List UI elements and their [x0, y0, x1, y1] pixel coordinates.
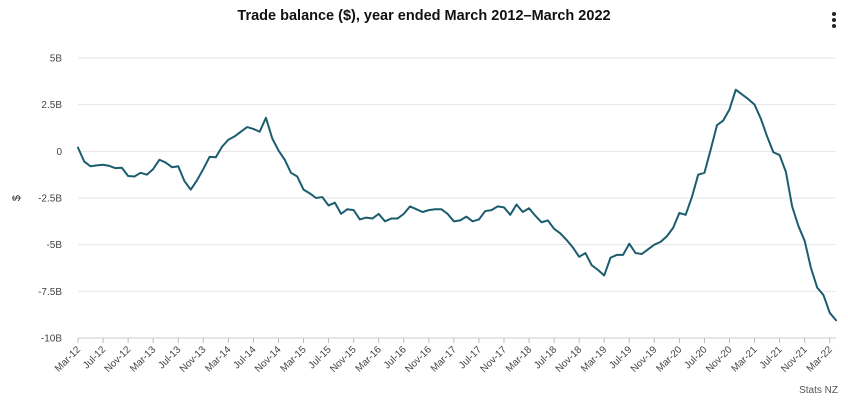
x-tick-label: Nov-18 [554, 344, 585, 375]
series-line-trade-balance [77, 88, 837, 322]
x-tick-label: Mar-13 [128, 344, 158, 374]
y-axis-title: $ [11, 195, 23, 201]
x-tick-label: Mar-22 [805, 344, 835, 374]
y-tick-label: -10B [41, 334, 62, 345]
y-tick-label: 2.5B [41, 100, 62, 111]
x-tick-label: Mar-20 [654, 344, 684, 374]
y-tick-label: -5B [46, 240, 62, 251]
x-tick-label: Nov-16 [403, 344, 434, 375]
y-axis-ticks: 5B 2.5B 0 -2.5B -5B -7.5B -10B [38, 54, 62, 345]
x-tick-label: Mar-17 [429, 344, 459, 374]
chart-title: Trade balance ($), year ended March 2012… [237, 8, 611, 24]
source-label: Stats NZ [799, 385, 838, 396]
x-tick-label: Mar-16 [354, 344, 384, 374]
x-axis-ticks: Mar-12Jul-12Nov-12Mar-13Jul-13Nov-13Mar-… [53, 338, 835, 375]
x-tick-label: Nov-19 [629, 344, 660, 375]
menu-dot [832, 24, 836, 28]
x-tick-label: Mar-18 [504, 344, 534, 374]
menu-dot [832, 18, 836, 22]
menu-dot [832, 12, 836, 16]
x-tick-label: Nov-15 [328, 344, 359, 375]
x-tick-label: Mar-12 [53, 344, 83, 374]
grid-lines [78, 57, 836, 339]
y-tick-label: -2.5B [38, 194, 62, 205]
y-tick-label: -7.5B [38, 287, 62, 298]
x-tick-label: Mar-19 [579, 344, 609, 374]
x-tick-label: Nov-20 [704, 344, 735, 375]
y-tick-label: 5B [50, 54, 63, 65]
y-tick-label: 0 [56, 147, 62, 158]
x-tick-label: Mar-21 [729, 344, 759, 374]
x-tick-label: Mar-14 [203, 344, 233, 374]
x-tick-label: Nov-21 [779, 344, 810, 375]
x-tick-label: Nov-17 [479, 344, 510, 375]
x-tick-label: Nov-13 [178, 344, 209, 375]
x-tick-label: Nov-12 [103, 344, 134, 375]
x-tick-label: Mar-15 [278, 344, 308, 374]
x-tick-label: Nov-14 [253, 344, 284, 375]
chart-menu-icon[interactable] [830, 12, 838, 32]
